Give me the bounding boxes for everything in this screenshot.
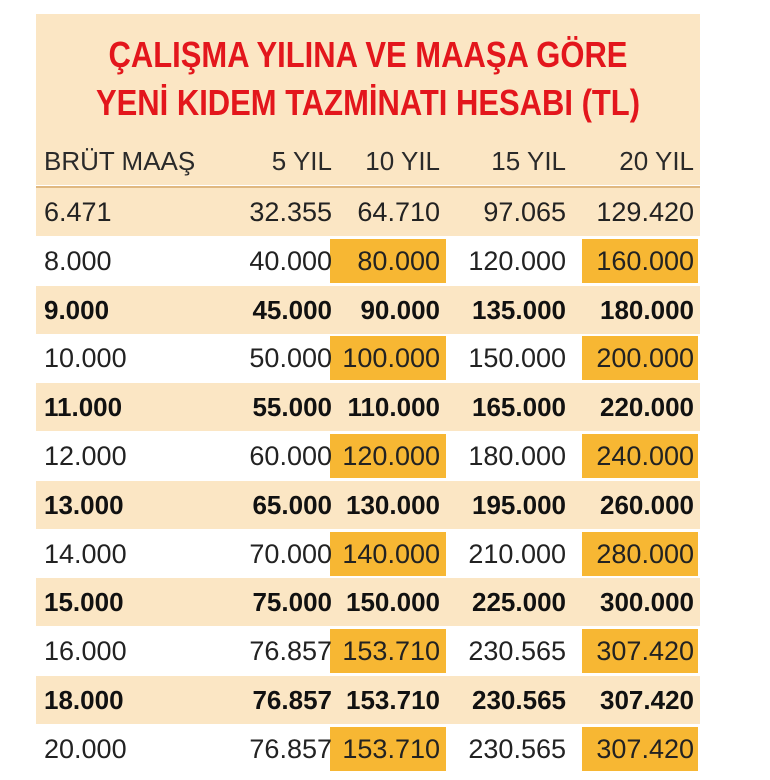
cell-gross-salary: 16.000 xyxy=(44,636,127,666)
cell-15-years: 225.000 xyxy=(472,587,566,617)
cell-15-years: 230.565 xyxy=(472,685,566,715)
cell-gross-salary: 20.000 xyxy=(44,734,127,764)
table-row: 15.000 75.000 150.000 225.000 300.000 xyxy=(36,578,700,626)
highlight-box xyxy=(330,434,446,478)
cell-10-years: 90.000 xyxy=(360,295,440,325)
cell-5-years: 76.857 xyxy=(249,636,332,666)
cell-10-years: 64.710 xyxy=(357,197,440,227)
cell-20-years: 220.000 xyxy=(600,392,694,422)
header-10-years: 10 YIL xyxy=(365,146,440,176)
cell-15-years: 120.000 xyxy=(468,246,566,276)
cell-15-years: 210.000 xyxy=(468,539,566,569)
cell-15-years: 135.000 xyxy=(472,295,566,325)
title-block: ÇALIŞMA YILINA VE MAAŞA GÖRE YENİ KIDEM … xyxy=(36,14,700,137)
cell-gross-salary: 8.000 xyxy=(44,246,112,276)
cell-20-years: 307.420 xyxy=(600,685,694,715)
table-row: 6.471 32.355 64.710 97.065 129.420 xyxy=(36,188,700,236)
cell-5-years: 70.000 xyxy=(249,539,332,569)
cell-20-years: 200.000 xyxy=(596,343,694,373)
highlight-box xyxy=(330,239,446,283)
page-title-line-1: ÇALIŞMA YILINA VE MAAŞA GÖRE xyxy=(108,34,628,75)
header-20-years: 20 YIL xyxy=(619,146,694,176)
cell-5-years: 40.000 xyxy=(249,246,332,276)
cell-gross-salary: 10.000 xyxy=(44,343,127,373)
table-header-row: BRÜT MAAŞ 5 YIL 10 YIL 15 YIL 20 YIL xyxy=(36,137,700,185)
cell-gross-salary: 15.000 xyxy=(44,587,124,617)
cell-15-years: 230.565 xyxy=(468,734,566,764)
cell-10-years: 153.710 xyxy=(346,685,440,715)
cell-20-years: 160.000 xyxy=(596,246,694,276)
cell-20-years: 260.000 xyxy=(600,490,694,520)
cell-5-years: 76.857 xyxy=(252,685,332,715)
cell-10-years: 110.000 xyxy=(347,392,440,422)
cell-gross-salary: 18.000 xyxy=(44,685,124,715)
cell-5-years: 76.857 xyxy=(249,734,332,764)
cell-gross-salary: 9.000 xyxy=(44,295,110,325)
table-row: 14.000 70.000 140.000 210.000 280.000 xyxy=(36,530,700,578)
table-row: 20.000 76.857 153.710 230.565 307.420 xyxy=(36,725,700,773)
table-row: 9.000 45.000 90.000 135.000 180.000 xyxy=(36,286,700,334)
cell-5-years: 50.000 xyxy=(249,343,332,373)
cell-10-years: 153.710 xyxy=(342,636,440,666)
highlight-box xyxy=(330,336,446,380)
cell-5-years: 60.000 xyxy=(249,441,332,471)
highlight-box xyxy=(582,434,698,478)
table-row: 12.000 60.000 120.000 180.000 240.000 xyxy=(36,432,700,480)
cell-gross-salary: 12.000 xyxy=(44,441,127,471)
cell-20-years: 280.000 xyxy=(596,539,694,569)
highlight-box xyxy=(582,532,698,576)
cell-10-years: 153.710 xyxy=(342,734,440,764)
cell-gross-salary: 6.471 xyxy=(44,197,112,227)
cell-5-years: 32.355 xyxy=(249,197,332,227)
table-row: 11.000 55.000 110.000 165.000 220.000 xyxy=(36,383,700,431)
cell-10-years: 130.000 xyxy=(346,490,440,520)
highlight-box xyxy=(330,727,446,771)
cell-10-years: 140.000 xyxy=(342,539,440,569)
cell-10-years: 100.000 xyxy=(342,343,440,373)
cell-15-years: 230.565 xyxy=(468,636,566,666)
cell-15-years: 180.000 xyxy=(468,441,566,471)
header-15-years: 15 YIL xyxy=(491,146,566,176)
header-5-years: 5 YIL xyxy=(271,146,332,176)
cell-15-years: 97.065 xyxy=(483,197,566,227)
cell-5-years: 75.000 xyxy=(252,587,332,617)
table-row: 18.000 76.857 153.710 230.565 307.420 xyxy=(36,676,700,724)
table-row: 8.000 40.000 80.000 120.000 160.000 xyxy=(36,237,700,285)
table-row: 16.000 76.857 153.710 230.565 307.420 xyxy=(36,627,700,675)
cell-5-years: 55.000 xyxy=(252,392,332,422)
cell-gross-salary: 14.000 xyxy=(44,539,127,569)
cell-20-years: 307.420 xyxy=(596,734,694,764)
highlight-box xyxy=(330,532,446,576)
page-title-line-2: YENİ KIDEM TAZMİNATI HESABI (TL) xyxy=(95,82,641,123)
cell-10-years: 150.000 xyxy=(346,587,440,617)
cell-10-years: 120.000 xyxy=(342,441,440,471)
cell-5-years: 45.000 xyxy=(252,295,332,325)
severance-table-panel: ÇALIŞMA YILINA VE MAAŞA GÖRE YENİ KIDEM … xyxy=(36,14,700,773)
table-row: 10.000 50.000 100.000 150.000 200.000 xyxy=(36,334,700,382)
header-gross-salary: BRÜT MAAŞ xyxy=(44,146,196,176)
highlight-box xyxy=(582,727,698,771)
cell-gross-salary: 11.000 xyxy=(44,392,123,422)
cell-gross-salary: 13.000 xyxy=(44,490,124,520)
cell-20-years: 300.000 xyxy=(600,587,694,617)
header-divider xyxy=(36,186,700,188)
cell-5-years: 65.000 xyxy=(252,490,332,520)
highlight-box xyxy=(582,336,698,380)
cell-20-years: 240.000 xyxy=(596,441,694,471)
cell-10-years: 80.000 xyxy=(357,246,440,276)
table-row: 13.000 65.000 130.000 195.000 260.000 xyxy=(36,481,700,529)
highlight-box xyxy=(582,239,698,283)
cell-20-years: 180.000 xyxy=(600,295,694,325)
cell-20-years: 307.420 xyxy=(596,636,694,666)
cell-15-years: 150.000 xyxy=(468,343,566,373)
highlight-box xyxy=(582,629,698,673)
cell-20-years: 129.420 xyxy=(596,197,694,227)
cell-15-years: 195.000 xyxy=(472,490,566,520)
highlight-box xyxy=(330,629,446,673)
cell-15-years: 165.000 xyxy=(472,392,566,422)
